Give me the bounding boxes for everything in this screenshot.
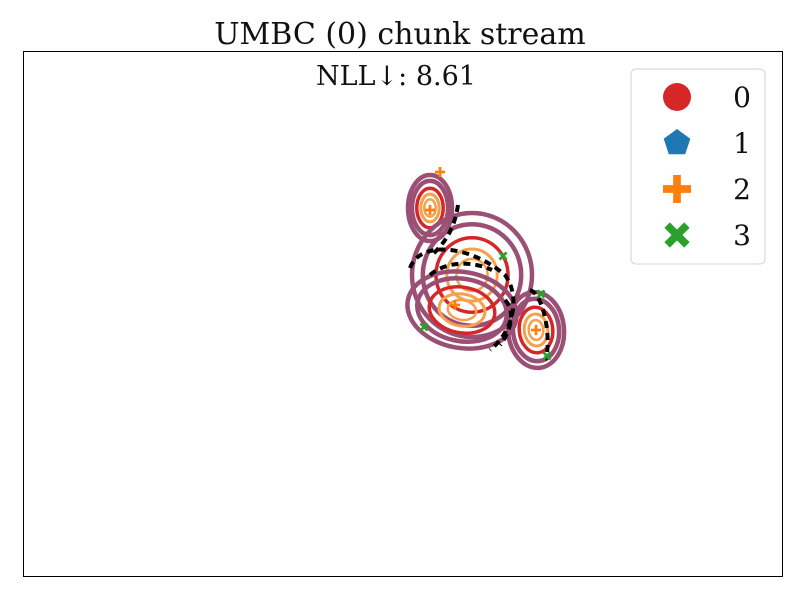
contour-ring-2-1 [415, 276, 509, 344]
chart-subtitle: NLL↓: 8.61 [316, 61, 476, 92]
contour-ring-2-2 [427, 285, 497, 335]
decision-boundary-2 [430, 204, 460, 257]
decision-boundaries [408, 204, 550, 361]
contour-ring-0-1 [409, 178, 451, 238]
contour-ring-2-4 [446, 298, 478, 322]
contour-ring-2-3 [437, 292, 487, 328]
data-point-3-class-3 [542, 351, 552, 361]
contour-ring-0-4 [423, 198, 437, 218]
contour-ring-1-3 [445, 247, 499, 303]
contour-ring-0-3 [419, 192, 441, 224]
contour-ring-3-2 [517, 305, 555, 355]
legend-label-3: 3 [733, 219, 751, 252]
contour-ring-0-0 [405, 172, 455, 244]
legend-label-1: 1 [733, 127, 751, 160]
chart-title: UMBC (0) chunk stream [214, 17, 585, 52]
density-contours [405, 172, 567, 371]
decision-boundary-1 [428, 261, 493, 277]
legend: 0 1 2 3 [630, 68, 766, 265]
legend-frame [630, 68, 766, 265]
data-point-7-class-2 [531, 325, 541, 335]
legend-marker-1 [663, 129, 691, 155]
legend-label-2: 2 [733, 173, 751, 206]
contour-ring-3-1 [510, 296, 562, 364]
data-point-6-class-2 [450, 300, 460, 310]
contour-ring-3-3 [522, 312, 550, 348]
decision-boundary-4 [528, 288, 550, 361]
data-point-0-class-2 [435, 167, 445, 177]
decision-boundary-3 [498, 298, 513, 347]
data-points [419, 167, 552, 361]
legend-marker-3 [664, 222, 690, 248]
contour-ring-1-0 [409, 210, 535, 340]
legend-label-0: 0 [733, 81, 751, 114]
contour-ring-2-0 [405, 269, 519, 351]
legend-marker-0 [663, 83, 691, 111]
data-point-2-class-3 [536, 289, 546, 299]
contour-ring-3-4 [527, 318, 545, 342]
data-point-1-class-3 [498, 251, 508, 261]
contour-ring-1-4 [455, 257, 489, 293]
data-point-4-class-3 [419, 322, 429, 332]
data-point-5-class-2 [425, 205, 435, 215]
legend-marker-2 [663, 175, 691, 203]
